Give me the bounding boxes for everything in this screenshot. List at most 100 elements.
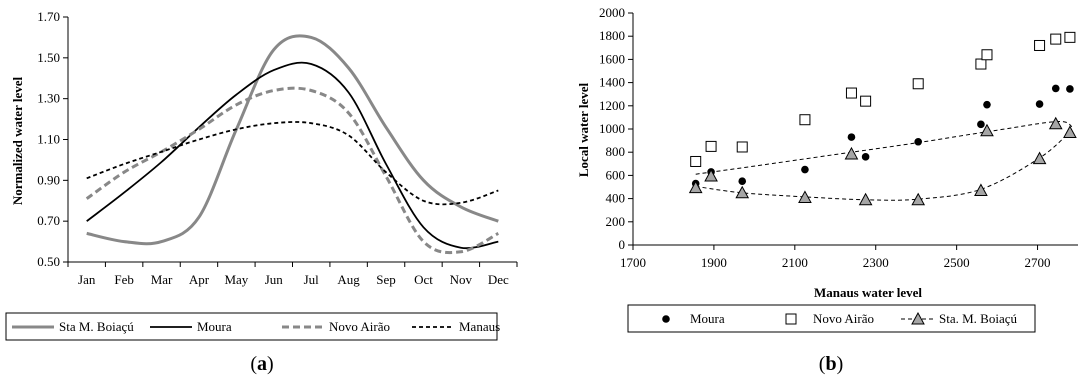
chart-a-y-tick-label: 1.30: [37, 91, 60, 106]
chart-b-point-square: [736, 141, 748, 153]
chart-b-point-square: [860, 95, 872, 107]
chart-b-axes: [632, 13, 1078, 246]
chart-b-point-dot: [801, 165, 809, 174]
chart-b-x-tick-label: 2100: [782, 255, 808, 270]
chart-b-point-triangle: [911, 192, 926, 206]
chart-a-legend-label-3: Manaus: [459, 319, 500, 334]
chart-b-x-ticks: 1700 1900 2100 2300 2500 2700: [620, 245, 1051, 270]
chart-a-y-tick-label: 1.10: [37, 132, 60, 147]
chart-b-point-square: [845, 87, 857, 99]
chart-b-y-tick-label: 1200: [599, 98, 625, 113]
chart-a-x-tick-label: Dec: [488, 272, 509, 287]
chart-b-y-tick-label: 1000: [599, 121, 625, 136]
chart-b-point-dot: [983, 100, 991, 109]
chart-b-point-triangle: [688, 180, 703, 194]
chart-a-x-ticks: Jan Feb Mar Apr May Jun Jul Aug Sep Oct Nov Dec: [67, 262, 518, 287]
chart-a-series-line-1: [86, 61, 499, 250]
chart-a-y-tick-label: 0.90: [37, 172, 60, 187]
chart-a-x-tick-label: Apr: [189, 272, 210, 287]
chart-b-point-triangle: [1032, 151, 1047, 165]
chart-b-y-tick-label: 0: [619, 237, 626, 252]
chart-b-y-tick-label: 2000: [599, 5, 625, 20]
chart-a-legend-label-1: Moura: [197, 319, 232, 334]
chart-b-panel-label: (b): [819, 353, 843, 375]
chart-b-x-tick-label: 2500: [944, 255, 970, 270]
chart-a-legend: Sta M. Boiaçú Moura Novo Airão Manaus: [5, 312, 500, 341]
chart-b-y-tick-label: 200: [606, 214, 626, 229]
chart-b-trendlines: [695, 120, 1073, 201]
chart-b-y-tick-label: 600: [606, 167, 626, 182]
chart-b-point-square: [705, 140, 717, 152]
chart-a-panel-label: (a): [250, 353, 273, 375]
chart-b-point-dot: [977, 120, 985, 129]
chart-a-lines: [85, 34, 500, 255]
chart-a-y-axis-title: Normalized water level: [10, 76, 25, 205]
chart-b-y-tick-label: 1400: [599, 75, 625, 90]
chart-b-point-dot: [1035, 100, 1044, 108]
chart-b-x-tick-label: 2700: [1025, 255, 1051, 270]
chart-b-trendline-0: [695, 120, 1073, 175]
chart-b-y-ticks: 0 200 400 600 800 1000 1200 1400 1600 1800 2000: [599, 5, 633, 252]
chart-b-legend-swatch-1: [785, 313, 797, 325]
chart-a-series-line-0: [86, 34, 499, 246]
chart-a-y-tick-label: 0.50: [37, 254, 60, 269]
chart-a-x-tick-label: Nov: [450, 272, 473, 287]
chart-b-points: [688, 31, 1077, 206]
chart-b-x-tick-label: 1700: [620, 255, 646, 270]
chart-b-point-triangle: [1048, 116, 1063, 130]
chart-b-point-triangle: [844, 146, 859, 160]
chart-b-point-triangle: [704, 168, 718, 182]
chart-a-y-tick-label: 1.50: [37, 50, 60, 65]
chart-a-x-tick-label: Jul: [304, 272, 320, 287]
chart-a-x-tick-label: Oct: [414, 272, 433, 287]
chart-b-point-square: [1064, 31, 1076, 43]
chart-b-point-triangle: [858, 192, 873, 206]
chart-a-axes: [67, 17, 517, 263]
chart-b-x-axis-title: Manaus water level: [814, 285, 922, 300]
chart-b-point-triangle: [974, 183, 988, 196]
chart-b-point-dot: [914, 137, 923, 146]
chart-a-legend-label-0: Sta M. Boiaçú: [59, 319, 134, 334]
chart-a-series-line-2: [85, 86, 500, 255]
chart-b-panel-letter: b: [825, 353, 836, 375]
chart-b-legend-label-2: Sta. M. Boiaçú: [939, 311, 1017, 326]
chart-b-point-square: [690, 155, 702, 167]
chart-b-legend-swatch-2: [911, 311, 925, 325]
chart-a-x-tick-label: Mar: [151, 272, 173, 287]
chart-a-x-tick-label: Jan: [78, 272, 96, 287]
chart-b-point-dot: [738, 177, 747, 185]
chart-b-y-axis-title: Local water level: [576, 82, 591, 177]
chart-a-x-tick-label: Feb: [114, 272, 134, 287]
chart-b-point-dot: [847, 133, 856, 141]
chart-b-y-tick-label: 1800: [599, 28, 625, 43]
chart-b-y-tick-label: 800: [606, 144, 626, 159]
chart-b-trendline-1: [695, 131, 1071, 201]
chart-b-x-tick-label: 1900: [701, 255, 727, 270]
chart-a: 0.50 0.70 0.90 1.10 1.30 1.50 1.70 Jan Feb Mar Ap…: [5, 9, 518, 375]
chart-b-legend-swatch-0: [662, 315, 670, 323]
chart-a-x-tick-label: May: [224, 272, 248, 287]
chart-a-legend-label-2: Novo Airão: [329, 319, 390, 334]
chart-b-point-square: [799, 114, 811, 126]
chart-b-point-triangle: [735, 185, 750, 199]
chart-b-point-dot: [861, 153, 870, 161]
chart-a-x-tick-label: Jun: [265, 272, 284, 287]
chart-b-y-tick-label: 1600: [599, 51, 625, 66]
chart-b-x-tick-label: 2300: [863, 255, 889, 270]
chart-b-point-triangle: [1063, 125, 1077, 138]
chart-a-panel-letter: a: [257, 353, 267, 375]
chart-a-y-ticks: 0.50 0.70 0.90 1.10 1.30 1.50 1.70: [37, 9, 68, 269]
chart-b-point-square: [975, 58, 987, 70]
chart-b-point-dot: [1051, 84, 1060, 93]
chart-b-point-square: [912, 78, 924, 90]
chart-b: 0 200 400 600 800 1000 1200 1400 1600 1800 2000 17…: [576, 5, 1078, 375]
chart-a-y-tick-label: 0.70: [37, 213, 60, 228]
chart-b-point-dot: [1066, 85, 1074, 93]
chart-b-y-tick-label: 400: [606, 191, 626, 206]
chart-a-y-tick-label: 1.70: [37, 9, 60, 24]
chart-b-legend-label-0: Moura: [690, 311, 725, 326]
chart-a-x-tick-label: Aug: [337, 272, 360, 287]
chart-b-point-square: [1034, 39, 1046, 51]
chart-b-legend-label-1: Novo Airão: [813, 311, 874, 326]
